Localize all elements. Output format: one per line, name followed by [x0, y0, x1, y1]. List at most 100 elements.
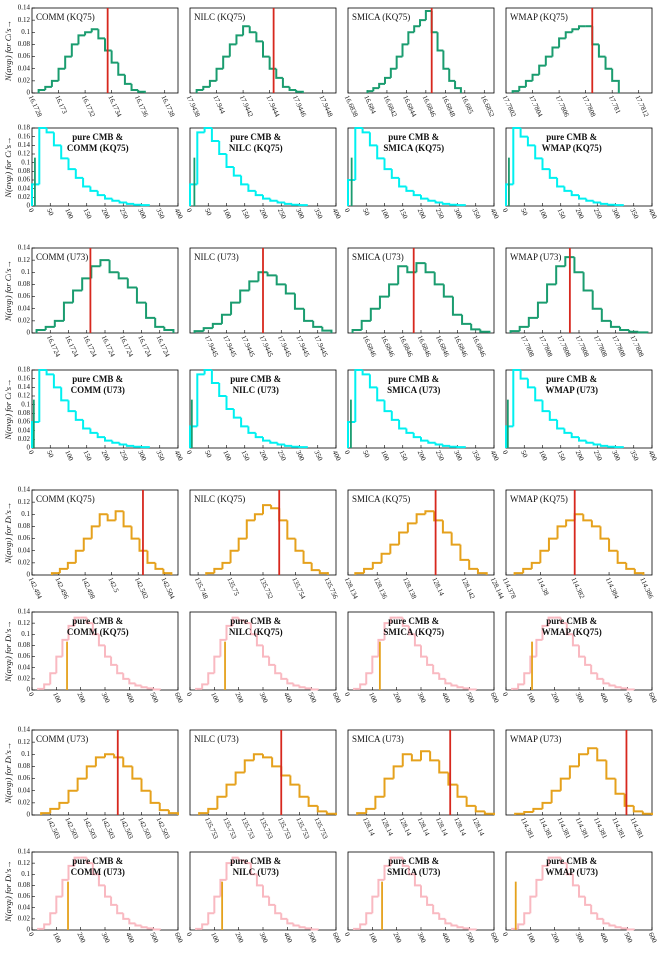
histogram-bin	[134, 683, 142, 687]
y-tick-label: 0.02	[18, 674, 31, 682]
y-tick-label: 0	[27, 89, 31, 97]
x-tick-label: 300	[416, 691, 428, 704]
histogram-bin	[53, 319, 64, 327]
histogram-bin	[442, 284, 453, 298]
histogram-bin	[225, 783, 236, 797]
histogram-bin	[547, 616, 555, 626]
histogram-bin	[559, 617, 567, 625]
plot-frame	[347, 7, 495, 94]
histogram-bin	[383, 400, 392, 413]
histogram-bin	[517, 923, 525, 929]
y-tick-label: 0.08	[18, 40, 31, 48]
histogram-bin	[378, 82, 385, 89]
x-tick-label: 200	[233, 931, 245, 944]
x-tick-label: 0	[501, 691, 510, 698]
histogram-bin	[438, 913, 446, 920]
histogram-bin	[230, 301, 241, 315]
histogram-bin	[222, 55, 230, 69]
histogram-bin	[298, 685, 306, 689]
y-tick-label: 0.06	[18, 418, 31, 426]
panel: 0 100 200 300 400 500 600 pure CMB &WMAP (U73)	[501, 851, 659, 944]
x-tick-label: 135.752	[258, 576, 275, 600]
histogram-bin	[468, 928, 477, 931]
histogram-bin	[584, 896, 592, 906]
histogram-bin	[512, 369, 521, 427]
x-tick-label: 100	[367, 931, 379, 944]
panel-annotation: pure CMB &	[230, 616, 281, 626]
histogram-bin	[353, 927, 361, 930]
x-tick-label: 200	[75, 931, 87, 944]
x-tick-label: 0	[27, 207, 36, 214]
histogram-bin	[52, 132, 62, 147]
histogram-bin	[62, 301, 74, 321]
histogram-bin	[135, 287, 147, 304]
histogram-bin	[571, 634, 579, 647]
histogram-bin	[544, 55, 553, 66]
x-tick-label: 16.6846	[434, 334, 451, 358]
histogram-bin	[213, 895, 221, 914]
x-tick-label: 400	[489, 207, 501, 220]
histogram-bin	[365, 912, 373, 925]
histogram-bin	[118, 200, 127, 204]
histogram-bin	[44, 85, 52, 90]
panel: 16.1728 16.173 16.1732 16.1734 16.1736 16.173…	[3, 4, 179, 119]
histogram-bin	[383, 622, 391, 640]
x-tick-label: 100	[63, 449, 75, 462]
x-tick-label: 50	[45, 207, 55, 217]
histogram-bin	[61, 878, 69, 897]
histogram-bin	[158, 802, 169, 812]
histogram-bin	[38, 127, 47, 185]
x-tick-label: 142.503	[63, 816, 80, 840]
x-tick-label: 0	[27, 449, 36, 456]
panel-annotation: NILC (U73)	[233, 867, 279, 877]
histogram-bin	[237, 617, 245, 622]
histogram-bin	[283, 444, 293, 447]
histogram-bin	[383, 864, 391, 880]
histogram-bin	[117, 272, 128, 280]
panel: 0 50 100 150 200 250 300 350 400 pure CMB &WMAP (…	[501, 369, 659, 462]
histogram-bin	[424, 10, 432, 21]
panel: 0 100 200 300 400 500 600 pure CMB &NILC (KQ75)	[185, 611, 343, 704]
x-tick-label: 142.503	[45, 816, 62, 840]
histogram-bin	[483, 811, 495, 815]
histogram-bin	[283, 202, 293, 205]
y-tick-label: 0.04	[18, 426, 31, 434]
histogram-bin	[600, 308, 611, 322]
histogram-bin	[541, 400, 550, 413]
histogram-bin	[407, 625, 415, 636]
histogram-bin	[585, 198, 594, 202]
x-tick-label: 400	[489, 449, 501, 462]
histogram-bin	[415, 262, 426, 273]
x-tick-label: 300	[100, 931, 112, 944]
histogram-bin	[97, 29, 105, 40]
histogram-bin	[140, 778, 151, 792]
x-tick-label: 17.7808	[592, 334, 609, 358]
x-tick-label: 350	[628, 207, 640, 220]
histogram-bin	[547, 856, 555, 866]
histogram-bin	[541, 864, 549, 880]
histogram-bin	[395, 55, 403, 69]
x-tick-label: 16.1732	[80, 94, 97, 118]
panel-annotation: SMICA (KQ75)	[383, 143, 444, 153]
histogram-bin	[523, 810, 534, 814]
panel: 16.6846 16.6846 16.6846 16.6846 16.6846 16.68…	[347, 247, 495, 359]
panel-annotation: pure CMB &	[546, 132, 597, 142]
histogram-bin	[578, 437, 587, 442]
y-tick-label: 0.14	[18, 848, 31, 856]
histogram-bin	[447, 772, 458, 786]
x-tick-label: 400	[282, 691, 294, 704]
x-tick-label: 17.7804	[527, 94, 544, 118]
y-tick-label: 0.08	[18, 409, 31, 417]
histogram-bin	[523, 672, 531, 685]
histogram-bin	[286, 918, 294, 925]
x-tick-label: 16.6846	[361, 334, 378, 358]
panel-annotation: WMAP (KQ75)	[542, 627, 602, 637]
histogram-bin	[535, 878, 543, 897]
panel-annotation: COMM (KQ75)	[36, 12, 95, 22]
histogram-bin	[476, 568, 488, 575]
x-tick-label: 17.9445	[312, 334, 329, 358]
histogram-bin	[534, 387, 543, 402]
x-tick-label: 150	[555, 449, 567, 462]
histogram-bin	[280, 673, 288, 680]
x-tick-label: 0	[27, 931, 36, 938]
